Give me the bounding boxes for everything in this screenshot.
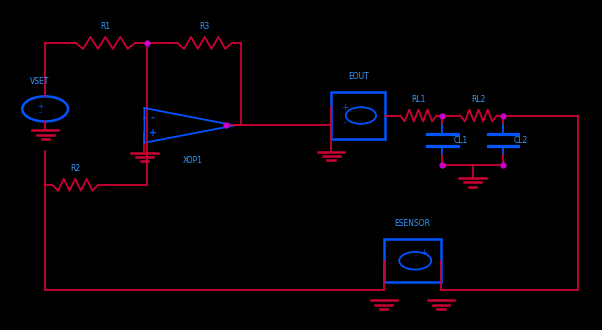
Text: R1: R1 <box>101 22 110 31</box>
Text: EOUT: EOUT <box>348 72 368 81</box>
Text: CL2: CL2 <box>514 136 528 145</box>
Text: CL1: CL1 <box>453 136 468 145</box>
Text: ESENSOR: ESENSOR <box>394 219 430 228</box>
Text: RL1: RL1 <box>411 95 426 104</box>
Text: -: - <box>343 118 346 127</box>
Text: +: + <box>37 102 43 111</box>
Text: R2: R2 <box>70 164 80 173</box>
Text: XOP1: XOP1 <box>182 156 203 165</box>
Text: VSET: VSET <box>29 78 49 86</box>
Text: R3: R3 <box>199 22 210 31</box>
Text: -: - <box>151 113 155 123</box>
Text: -: - <box>408 265 411 274</box>
Text: RL2: RL2 <box>471 95 486 104</box>
Text: +: + <box>341 103 348 112</box>
Text: -: - <box>39 108 42 117</box>
Text: +: + <box>420 248 427 257</box>
Text: +: + <box>149 128 157 138</box>
